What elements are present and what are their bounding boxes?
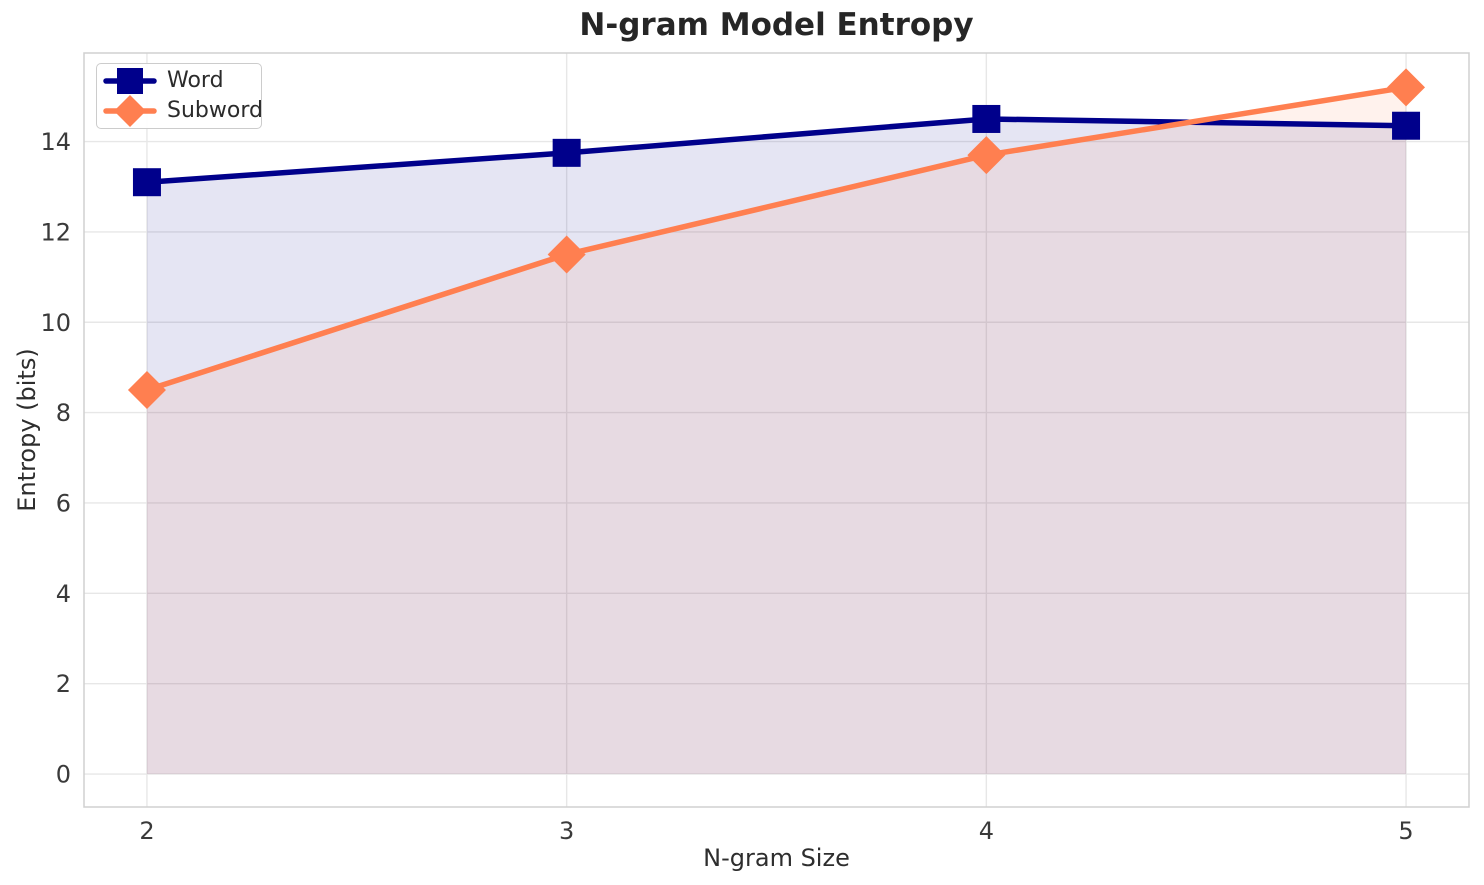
- y-tick-label: 10: [40, 309, 71, 337]
- y-tick-label: 8: [56, 399, 71, 427]
- y-tick-label: 12: [40, 218, 71, 246]
- subword-data-point-marker: [967, 136, 1006, 175]
- y-tick-label: 4: [56, 580, 71, 608]
- y-tick-label: 14: [40, 128, 71, 156]
- word-area-fill: [146, 118, 1407, 775]
- x-tick-label: 4: [979, 817, 994, 845]
- subword-area-fill: [146, 87, 1407, 775]
- word-data-point-marker: [972, 104, 1001, 133]
- x-axis-label: N-gram Size: [703, 844, 850, 872]
- axes-frame: [83, 52, 1470, 808]
- chart-title: N-gram Model Entropy: [579, 7, 974, 43]
- y-tick-label: 6: [56, 489, 71, 517]
- y-tick-label: 0: [56, 761, 71, 789]
- legend-item-subword: Subword: [103, 95, 263, 127]
- word-data-point-marker: [1392, 111, 1421, 140]
- word-data-point-marker: [132, 168, 161, 197]
- legend-label-word: Word: [167, 67, 224, 93]
- subword-series-marker-icon: [103, 95, 157, 127]
- subword-data-point-marker: [1387, 68, 1426, 107]
- legend-label-subword: Subword: [167, 98, 263, 123]
- subword-data-point-marker: [547, 235, 586, 274]
- x-tick-label: 3: [559, 817, 574, 845]
- subword-data-point-marker: [127, 371, 166, 410]
- word-series-marker-icon: [103, 67, 157, 94]
- y-axis-label: Entropy (bits): [13, 348, 41, 512]
- x-tick-label: 5: [1398, 817, 1413, 845]
- x-tick-label: 2: [139, 817, 154, 845]
- y-tick-label: 2: [56, 670, 71, 698]
- legend-item-word: Word: [103, 66, 261, 96]
- legend: Word Subword: [96, 63, 263, 129]
- word-data-point-marker: [552, 138, 581, 167]
- subword-series-line: [144, 84, 1409, 393]
